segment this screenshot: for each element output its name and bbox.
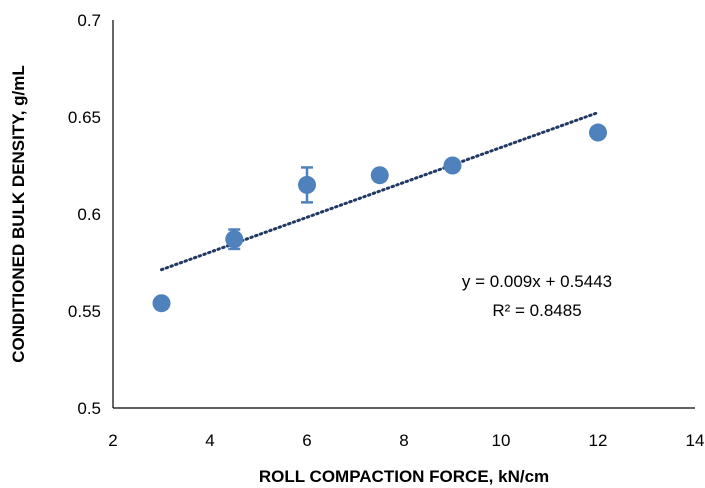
data-point	[152, 294, 171, 313]
data-point	[298, 175, 316, 194]
x-tick-label: 4	[205, 431, 214, 450]
y-tick-label: 0.7	[77, 11, 101, 30]
trendline	[160, 111, 600, 272]
y-tick-label: 0.6	[77, 205, 101, 224]
y-tick-labels: 0.5 0.55 0.6 0.65 0.7	[68, 11, 101, 418]
x-tick-label: 10	[492, 431, 511, 450]
x-axis-title: ROLL COMPACTION FORCE, kN/cm	[259, 467, 549, 486]
trendline-r-squared: R² = 0.8485	[492, 301, 581, 320]
x-tick-label: 14	[686, 431, 705, 450]
x-tick-labels: 2 4 6 8 10 12 14	[108, 431, 704, 450]
trendline-equation: y = 0.009x + 0.5443	[462, 272, 612, 291]
data-point	[225, 230, 244, 249]
data-point	[589, 123, 607, 142]
y-tick-label: 0.5	[77, 399, 101, 418]
y-tick-label: 0.55	[68, 302, 101, 321]
x-tick-label: 6	[302, 431, 311, 450]
data-points	[152, 123, 607, 313]
data-point	[443, 156, 462, 175]
x-tick-label: 12	[589, 431, 608, 450]
y-tick-label: 0.65	[68, 108, 101, 127]
data-point	[370, 166, 389, 185]
x-tick-label: 8	[399, 431, 408, 450]
y-axis-title: CONDITIONED BULK DENSITY, g/mL	[9, 65, 28, 363]
x-tick-label: 2	[108, 431, 117, 450]
